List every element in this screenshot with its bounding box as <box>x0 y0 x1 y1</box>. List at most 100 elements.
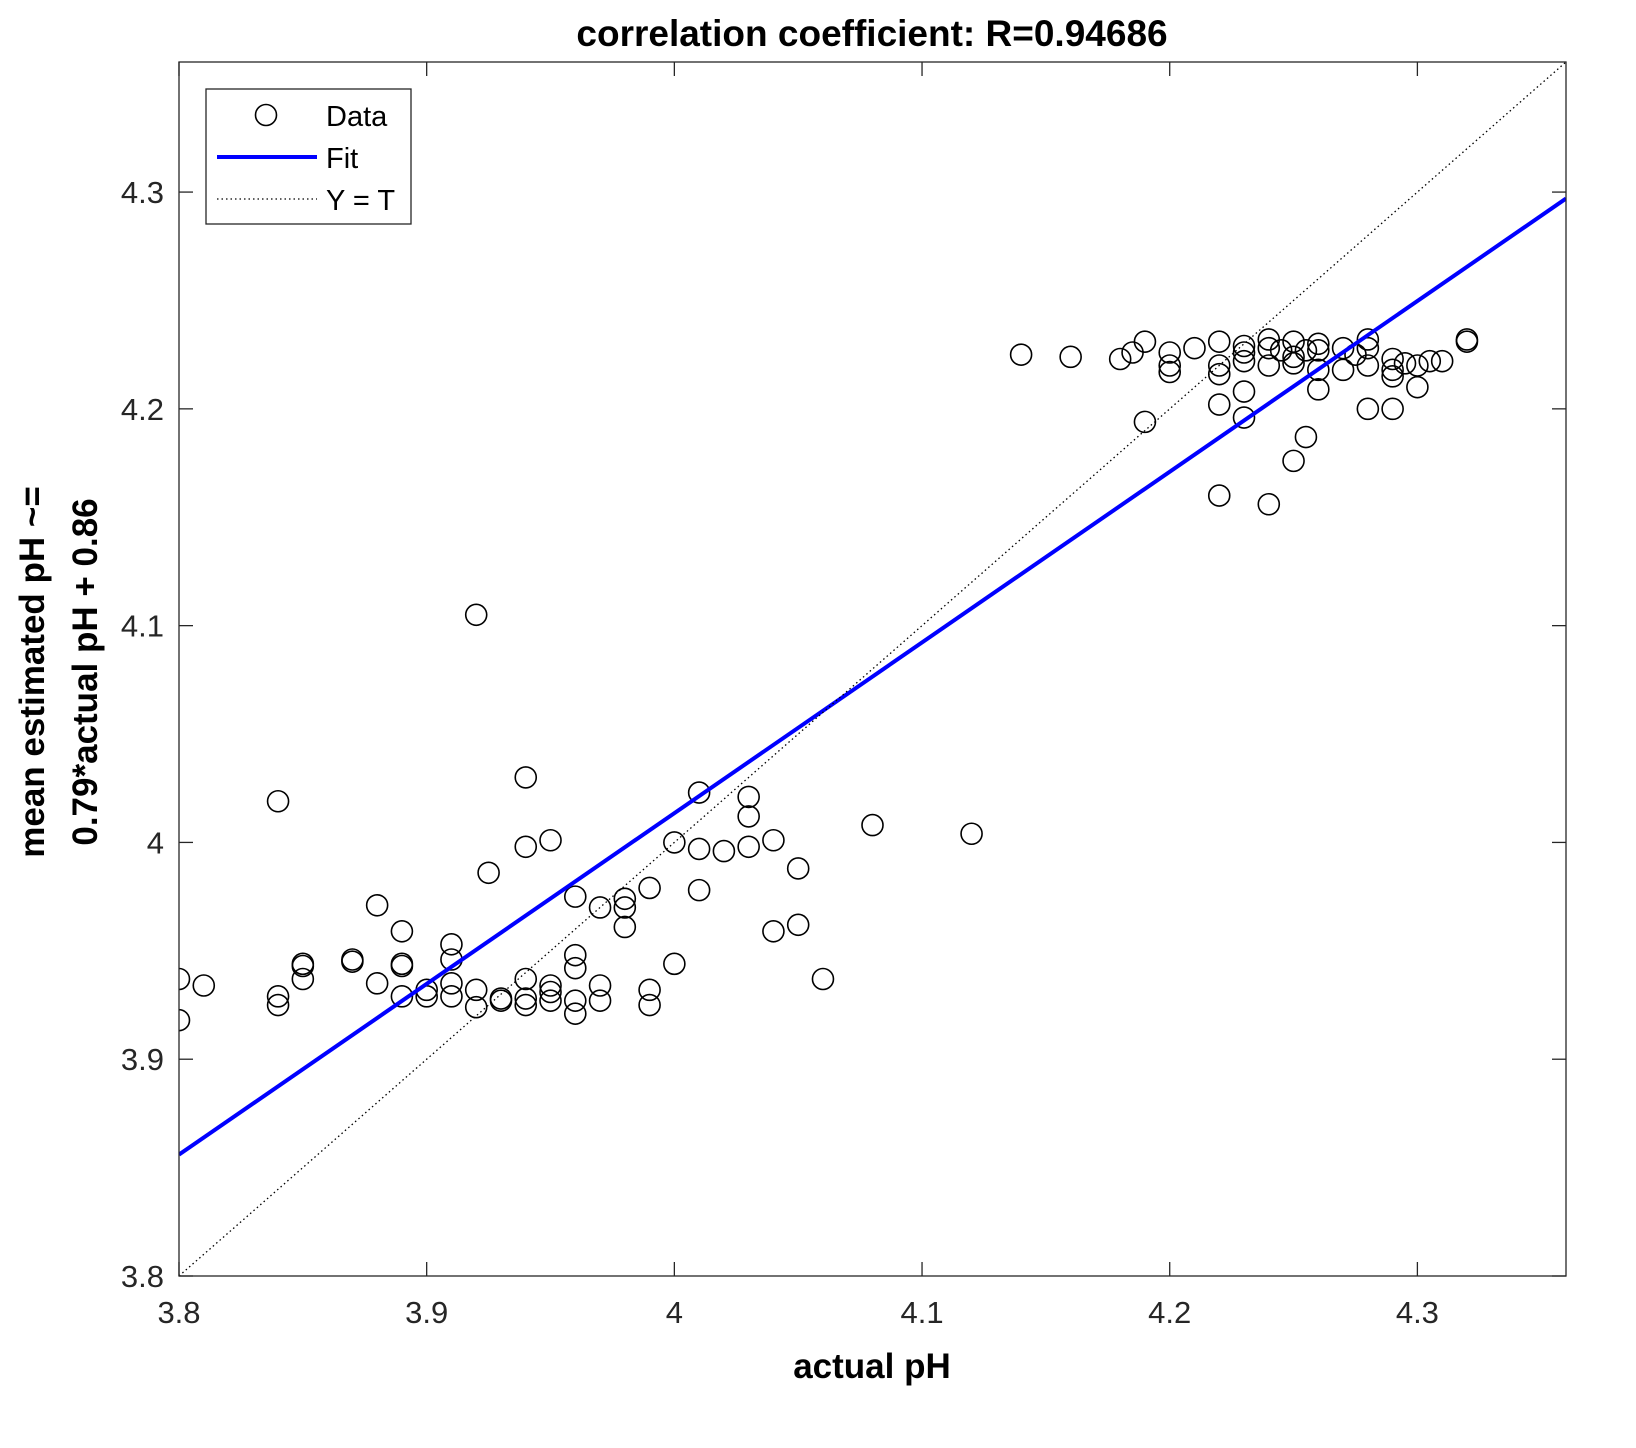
data-point <box>291 967 315 991</box>
data-point <box>1307 358 1330 382</box>
data-point <box>514 835 538 859</box>
data-point <box>663 831 686 854</box>
data-point <box>464 978 488 1002</box>
data-point <box>1257 336 1281 360</box>
data-point <box>390 952 414 976</box>
data-point <box>514 766 538 789</box>
data-point <box>613 887 637 911</box>
chart-title: correlation coefficient: R=0.94686 <box>576 13 1167 54</box>
data-point <box>1207 362 1231 386</box>
data-point <box>1257 492 1281 516</box>
data-point <box>1406 354 1429 377</box>
data-point <box>1232 349 1256 373</box>
data-point <box>1232 406 1256 429</box>
data-point <box>1356 328 1380 351</box>
data-point <box>1294 425 1318 449</box>
data-point <box>861 813 884 837</box>
x-axis-label: actual pH <box>793 1347 951 1386</box>
x-tick-label: 4.3 <box>1396 1295 1439 1330</box>
data-point <box>613 896 637 919</box>
data-point <box>1232 341 1256 364</box>
data-point <box>514 987 538 1010</box>
data-point <box>786 857 810 880</box>
data-point <box>687 837 711 861</box>
data-point <box>588 989 612 1012</box>
data-point <box>1232 380 1256 403</box>
data-point <box>1009 343 1033 366</box>
data-point <box>291 954 315 978</box>
data-point <box>514 993 538 1017</box>
y-tick-label: 4.2 <box>121 392 164 427</box>
y-tick-label: 4.3 <box>121 175 164 210</box>
data-point <box>1282 345 1305 369</box>
data-point <box>477 861 500 885</box>
data-point <box>365 893 389 917</box>
data-point <box>1232 334 1256 358</box>
data-point <box>1282 449 1305 473</box>
data-point <box>464 603 488 627</box>
data-point <box>1307 332 1330 356</box>
y-tick-label: 4 <box>147 825 164 860</box>
data-point <box>588 896 612 919</box>
data-point <box>1356 397 1380 421</box>
data-point <box>1207 354 1231 377</box>
data-point <box>1133 410 1157 434</box>
identity-line <box>179 62 1566 1276</box>
y-tick-label: 3.8 <box>121 1259 164 1294</box>
data-point <box>1418 349 1442 373</box>
data-point <box>737 835 760 859</box>
data-point <box>440 985 463 1008</box>
x-tick-label: 4.2 <box>1148 1295 1191 1330</box>
data-point <box>638 993 661 1017</box>
data-point <box>539 828 562 852</box>
data-point <box>440 933 463 956</box>
data-point <box>1455 330 1479 353</box>
legend: Data Fit Y = T <box>205 88 412 225</box>
data-point <box>638 876 661 900</box>
data-point <box>539 989 562 1012</box>
data-point <box>737 805 760 828</box>
legend-data-label: Data <box>326 101 388 133</box>
x-tick-label: 4 <box>666 1295 683 1330</box>
data-point <box>539 980 562 1004</box>
y-tick-label: 4.1 <box>121 609 164 644</box>
data-point <box>390 920 414 943</box>
legend-data-marker <box>254 103 278 127</box>
data-point <box>390 985 414 1008</box>
data-point <box>1307 378 1330 401</box>
data-point <box>1356 354 1380 377</box>
data-point <box>960 822 983 846</box>
data-point <box>1183 336 1206 360</box>
data-point <box>341 950 364 973</box>
data-point <box>786 913 810 937</box>
data-point <box>440 972 463 995</box>
data-point <box>1393 352 1417 375</box>
data-point <box>1406 375 1429 399</box>
data-point <box>1430 349 1454 373</box>
data-point <box>1307 339 1330 362</box>
data-point <box>464 995 488 1019</box>
data-point <box>1269 339 1293 362</box>
data-point <box>1381 397 1404 421</box>
data-point <box>687 878 711 902</box>
data-point <box>1257 354 1281 377</box>
data-point <box>563 943 587 967</box>
x-tick-label: 4.1 <box>900 1295 943 1330</box>
legend-fit-label: Fit <box>326 143 358 175</box>
data-point <box>1207 330 1231 353</box>
data-point <box>1207 484 1231 507</box>
data-point <box>514 967 538 991</box>
data-point <box>563 956 587 980</box>
x-tick-label: 3.8 <box>157 1295 200 1330</box>
data-point <box>1381 358 1404 382</box>
plot-frame <box>178 61 1567 1277</box>
data-point <box>266 985 290 1008</box>
data-point <box>266 789 290 813</box>
data-point <box>588 974 612 997</box>
data-point <box>1158 360 1182 384</box>
data-point <box>737 785 760 809</box>
data-point <box>563 1002 587 1025</box>
data-point <box>266 993 290 1017</box>
data-point <box>1356 336 1380 360</box>
